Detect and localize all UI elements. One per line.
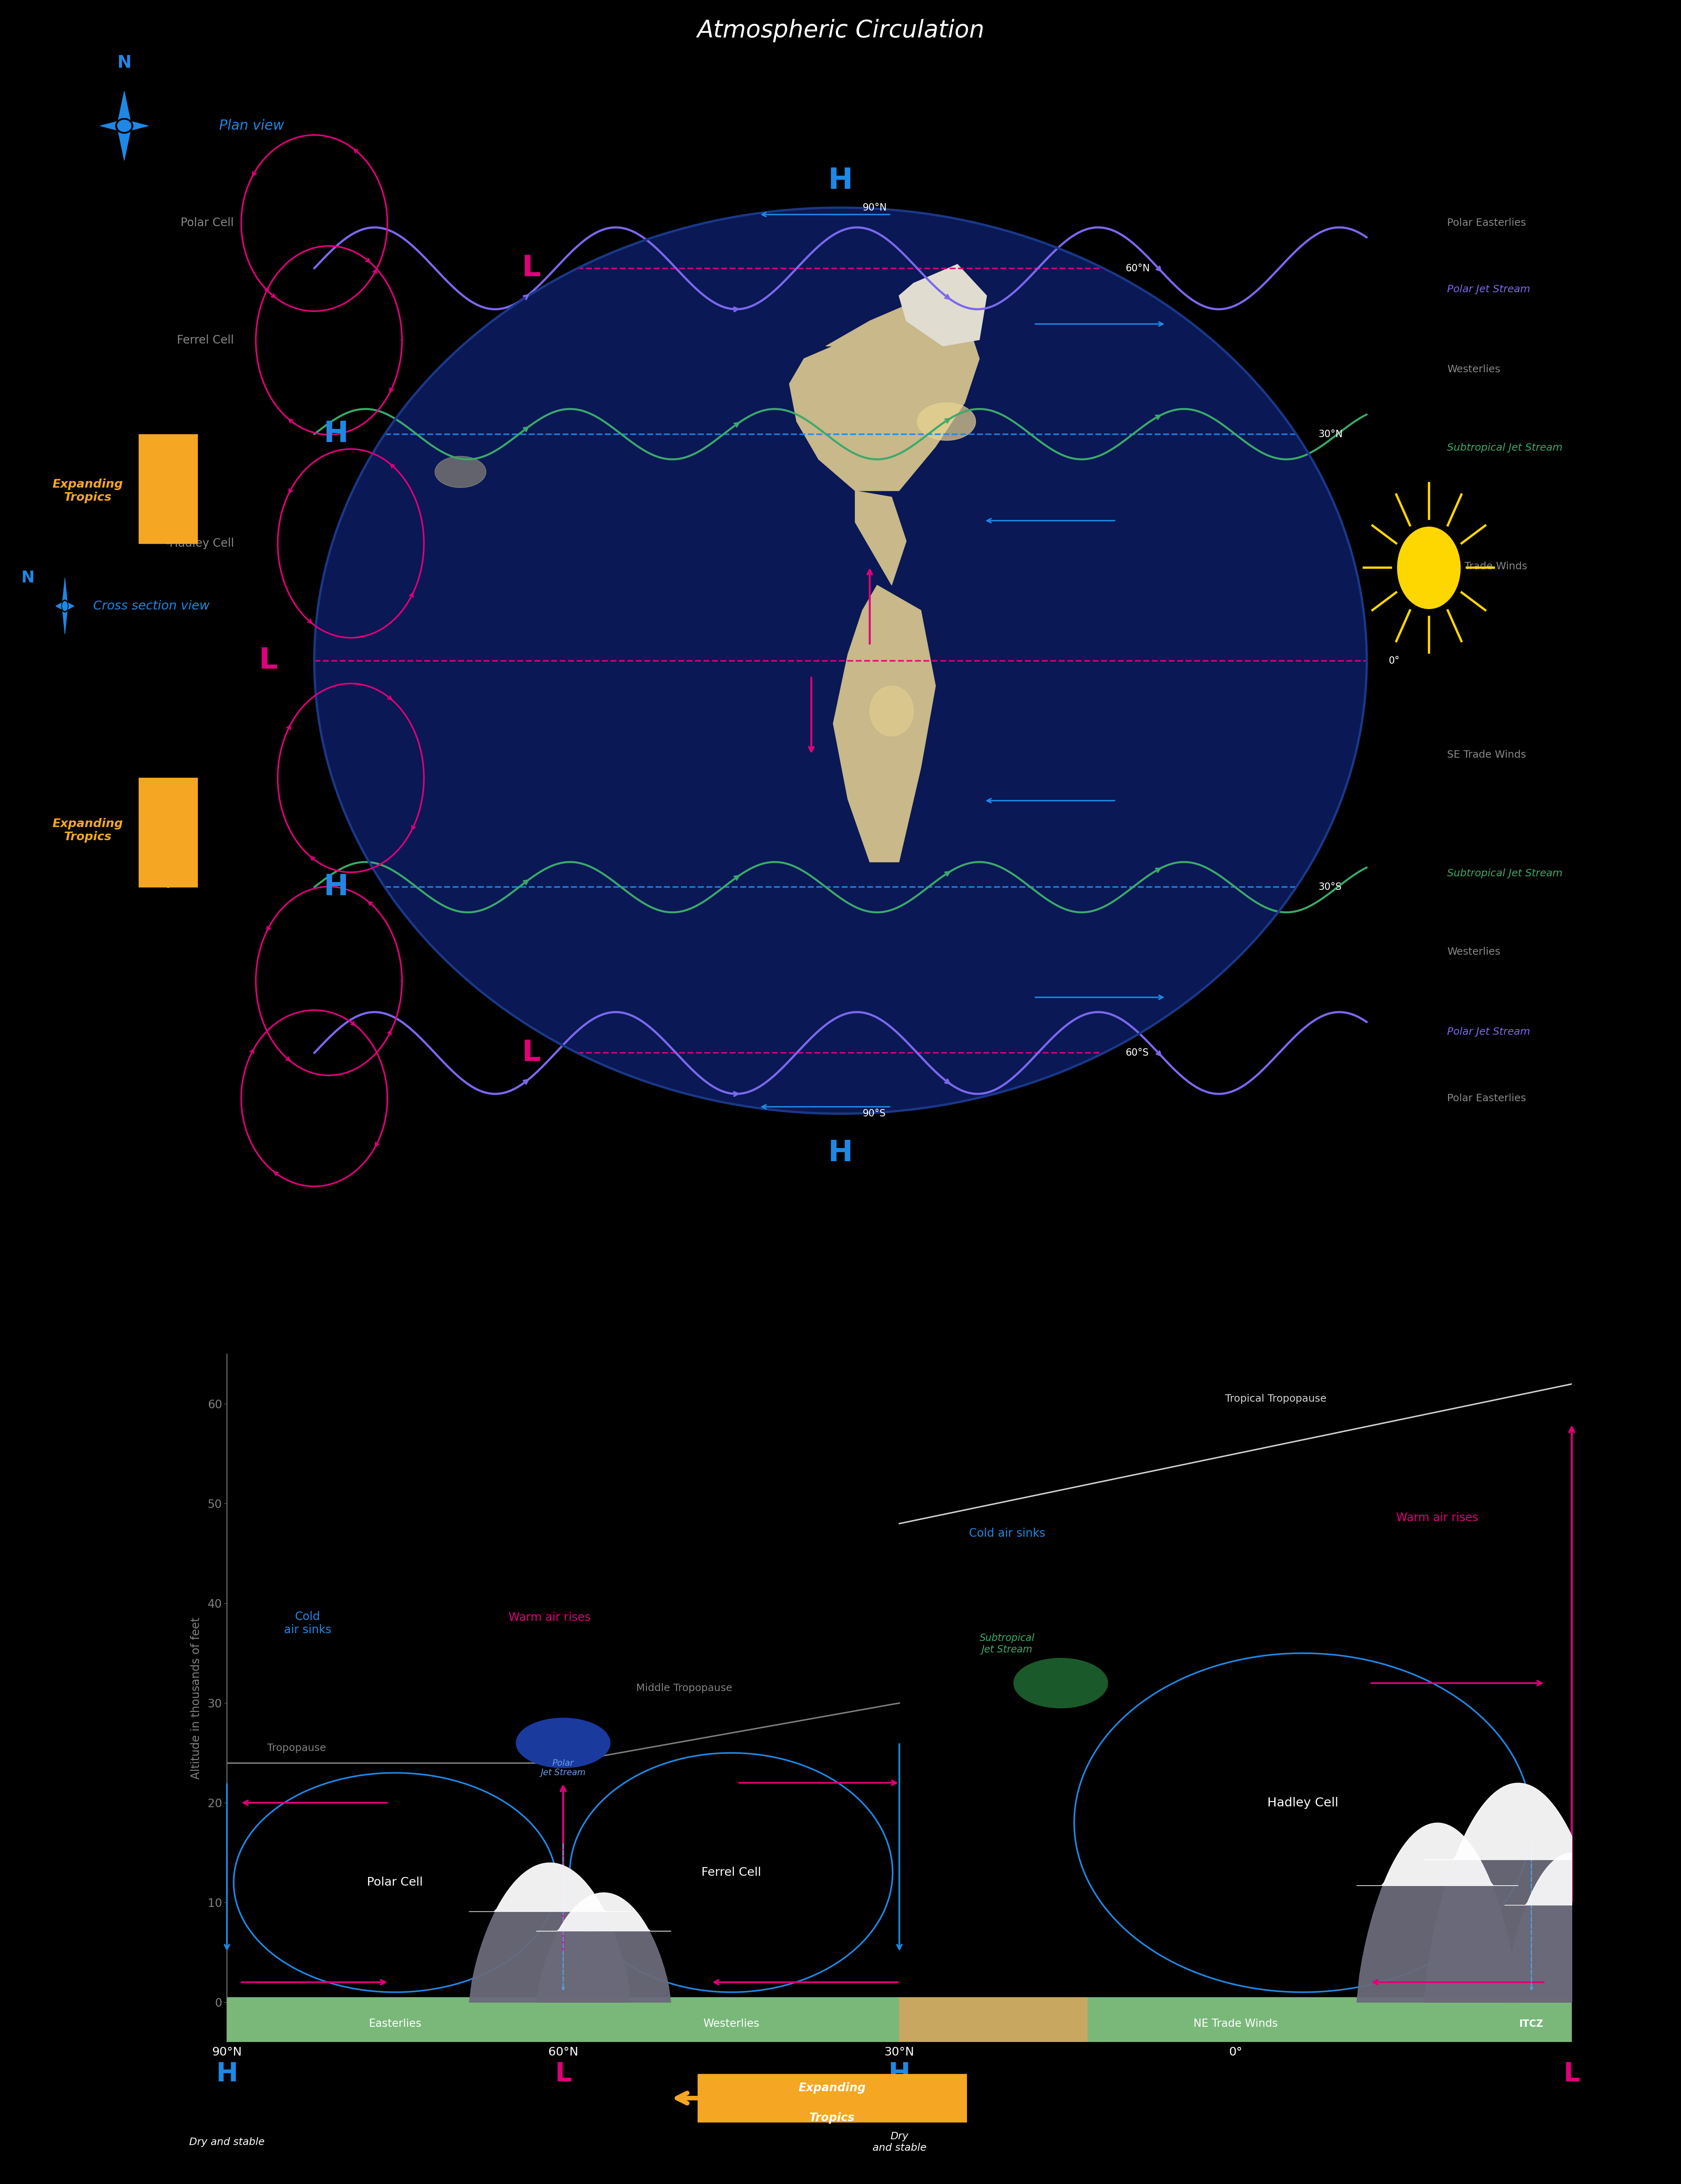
Text: Hadley Cell: Hadley Cell [1267, 1797, 1338, 1808]
Text: L: L [523, 253, 541, 282]
Circle shape [62, 601, 67, 612]
Text: NE Trade Winds: NE Trade Winds [1194, 2018, 1278, 2029]
Bar [140, 435, 197, 544]
Text: SE Trade Winds: SE Trade Winds [1447, 749, 1526, 760]
Text: Dry and stable: Dry and stable [190, 2138, 264, 2147]
Polygon shape [124, 120, 148, 131]
Text: NE Trade Winds: NE Trade Winds [1447, 561, 1528, 572]
Text: Middle Tropopause: Middle Tropopause [635, 1684, 733, 1693]
Text: 30°S: 30°S [1318, 882, 1341, 891]
Text: H: H [888, 2062, 911, 2086]
Bar [140, 778, 197, 887]
Ellipse shape [869, 686, 913, 736]
Text: N: N [22, 570, 34, 585]
Text: 90°N: 90°N [862, 203, 888, 212]
Text: L: L [555, 2062, 572, 2086]
Text: Cold
air sinks: Cold air sinks [284, 1612, 331, 1636]
Bar [698, 2075, 967, 2123]
Text: Tropics: Tropics [809, 2112, 856, 2123]
Y-axis label: Altitude in thousands of feet: Altitude in thousands of feet [190, 1616, 202, 1780]
Text: Expanding
Tropics: Expanding Tropics [52, 478, 123, 502]
Circle shape [314, 207, 1367, 1114]
Bar [227, 1996, 563, 2042]
Circle shape [62, 601, 69, 612]
Text: Subtropical
Jet Stream: Subtropical Jet Stream [980, 1634, 1034, 1655]
Text: H: H [323, 874, 348, 902]
Polygon shape [62, 607, 67, 633]
Text: Tropopause: Tropopause [267, 1743, 326, 1754]
Text: Ferrel Cell: Ferrel Cell [701, 1867, 761, 1878]
Bar [563, 1996, 899, 2042]
Text: Atmospheric Circulation: Atmospheric Circulation [696, 20, 985, 41]
Text: Polar
Jet Stream: Polar Jet Stream [541, 1758, 585, 1778]
Text: H: H [829, 1138, 852, 1166]
Text: H: H [829, 166, 852, 194]
Text: Dry
and stable: Dry and stable [872, 2132, 926, 2153]
Ellipse shape [516, 1719, 610, 1767]
Polygon shape [118, 92, 131, 127]
Text: Westerlies: Westerlies [703, 2018, 760, 2029]
Polygon shape [118, 127, 131, 159]
Text: H: H [215, 2062, 239, 2086]
Text: L: L [259, 646, 277, 675]
Circle shape [116, 118, 133, 133]
Text: 60°N: 60°N [1126, 264, 1150, 273]
Polygon shape [101, 120, 124, 131]
Text: Tropical Tropopause: Tropical Tropopause [1225, 1393, 1326, 1404]
Text: Westerlies: Westerlies [1447, 365, 1501, 373]
Text: Westerlies: Westerlies [1447, 948, 1501, 957]
Polygon shape [790, 301, 980, 491]
Bar [1088, 1996, 1504, 2042]
Text: Warm air rises: Warm air rises [509, 1612, 590, 1623]
Text: Polar Cell: Polar Cell [180, 218, 234, 229]
Ellipse shape [435, 456, 486, 487]
Polygon shape [856, 491, 906, 585]
Text: Cold air sinks: Cold air sinks [968, 1529, 1046, 1540]
Text: 30°N: 30°N [1318, 430, 1343, 439]
Text: Warm air rises: Warm air rises [1397, 1511, 1478, 1524]
Text: Easterlies: Easterlies [368, 2018, 422, 2029]
Text: Hadley Cell: Hadley Cell [170, 537, 234, 548]
Polygon shape [66, 601, 74, 612]
Text: Subtropical Jet Stream: Subtropical Jet Stream [1447, 443, 1563, 452]
Text: Polar Cell: Polar Cell [366, 1876, 424, 1889]
Text: 60°S: 60°S [1126, 1048, 1148, 1057]
Text: Ferrel Cell: Ferrel Cell [177, 334, 234, 345]
Polygon shape [55, 601, 66, 612]
Text: Subtropical Jet Stream: Subtropical Jet Stream [1447, 869, 1563, 878]
Text: Polar Easterlies: Polar Easterlies [1447, 1094, 1526, 1103]
Text: ITCZ: ITCZ [1520, 2020, 1543, 2029]
Text: L: L [1563, 2062, 1580, 2086]
Bar [899, 1996, 1088, 2042]
Text: Polar Jet Stream: Polar Jet Stream [1447, 284, 1530, 295]
Circle shape [118, 120, 131, 131]
Text: L: L [523, 1040, 541, 1068]
Circle shape [1397, 526, 1461, 609]
Polygon shape [899, 264, 987, 345]
Text: 90°S: 90°S [862, 1109, 886, 1118]
Text: Expanding: Expanding [798, 2081, 866, 2094]
Text: Cross section view: Cross section view [94, 601, 210, 612]
Ellipse shape [918, 402, 975, 441]
Bar [1504, 1996, 1572, 2042]
Text: Expanding
Tropics: Expanding Tropics [52, 819, 123, 843]
Text: Plan view: Plan view [219, 120, 284, 133]
Text: Polar Jet Stream: Polar Jet Stream [1447, 1026, 1530, 1037]
Text: N: N [118, 55, 131, 72]
Polygon shape [834, 585, 936, 863]
Text: H: H [323, 419, 348, 448]
Text: Polar Easterlies: Polar Easterlies [1447, 218, 1526, 227]
Polygon shape [62, 579, 67, 607]
Text: 0°: 0° [1389, 655, 1400, 666]
Ellipse shape [1014, 1658, 1108, 1708]
